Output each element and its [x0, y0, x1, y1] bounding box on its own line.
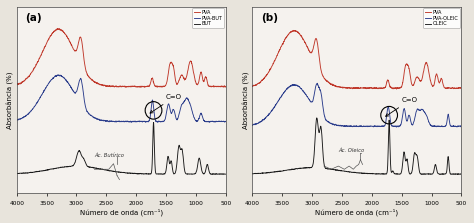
OLEIC — [346, 170, 351, 173]
PVA-OLEIC — [351, 125, 357, 128]
PVA-BUT — [116, 120, 121, 122]
PVA-BUT — [223, 120, 228, 123]
Text: (a): (a) — [25, 12, 42, 23]
BUT — [14, 172, 19, 175]
OLEIC — [414, 154, 420, 157]
Line: PVA: PVA — [252, 30, 461, 89]
PVA — [142, 86, 147, 89]
BUT — [110, 170, 116, 173]
PVA — [458, 87, 464, 89]
PVA — [179, 74, 184, 76]
PVA-BUT — [55, 74, 61, 76]
OLEIC — [453, 173, 458, 176]
OLEIC — [458, 173, 464, 176]
Y-axis label: Absorbância (%): Absorbância (%) — [7, 71, 14, 129]
Text: Ác. Butírico: Ác. Butírico — [94, 153, 124, 157]
BUT — [223, 173, 228, 176]
PVA — [217, 85, 223, 88]
PVA — [414, 76, 420, 78]
PVA — [394, 88, 400, 91]
OLEIC — [453, 173, 458, 175]
Text: C=O: C=O — [386, 97, 418, 116]
OLEIC — [260, 171, 266, 174]
PVA — [116, 85, 121, 88]
PVA — [249, 85, 255, 88]
OLEIC — [314, 117, 319, 119]
PVA-OLEIC — [458, 125, 464, 128]
PVA-OLEIC — [314, 82, 320, 85]
PVA-OLEIC — [453, 125, 458, 128]
BUT — [217, 173, 223, 175]
Line: PVA-OLEIC: PVA-OLEIC — [252, 83, 461, 127]
OLEIC — [437, 173, 443, 176]
PVA-BUT — [217, 120, 223, 123]
X-axis label: Número de onda (cm⁻¹): Número de onda (cm⁻¹) — [80, 209, 163, 216]
PVA-OLEIC — [260, 118, 266, 121]
PVA-BUT — [207, 121, 212, 124]
PVA-OLEIC — [346, 124, 351, 127]
Text: Ác. Oleico: Ác. Oleico — [338, 148, 364, 153]
PVA — [223, 85, 228, 88]
BUT — [179, 148, 184, 151]
PVA — [453, 87, 458, 89]
Legend: PVA, PVA-OLEIC, OLEIC: PVA, PVA-OLEIC, OLEIC — [423, 8, 460, 28]
PVA-BUT — [14, 119, 19, 122]
PVA — [25, 77, 30, 79]
PVA-OLEIC — [393, 126, 399, 128]
PVA — [291, 29, 297, 32]
PVA — [217, 85, 223, 88]
Line: OLEIC: OLEIC — [252, 118, 461, 174]
PVA-BUT — [25, 113, 30, 116]
PVA-OLEIC — [414, 108, 420, 111]
PVA-BUT — [110, 120, 116, 123]
Line: BUT: BUT — [17, 123, 226, 174]
OLEIC — [351, 171, 357, 174]
Y-axis label: Absorbância (%): Absorbância (%) — [243, 71, 249, 129]
PVA — [55, 27, 61, 30]
PVA — [260, 78, 266, 81]
BUT — [116, 171, 121, 173]
PVA — [346, 87, 351, 89]
PVA-OLEIC — [249, 124, 255, 127]
Legend: PVA, PVA-BUT, BUT: PVA, PVA-BUT, BUT — [192, 8, 224, 28]
OLEIC — [249, 172, 255, 175]
PVA-OLEIC — [453, 125, 458, 128]
BUT — [159, 173, 165, 176]
BUT — [25, 171, 30, 174]
PVA — [351, 87, 357, 90]
PVA-BUT — [217, 120, 223, 123]
Text: C=O: C=O — [150, 94, 182, 113]
Line: PVA: PVA — [17, 29, 226, 87]
BUT — [151, 121, 156, 124]
X-axis label: Número de onda (cm⁻¹): Número de onda (cm⁻¹) — [315, 209, 399, 216]
PVA — [14, 84, 19, 87]
PVA-BUT — [179, 103, 184, 106]
PVA — [110, 85, 116, 88]
Text: (b): (b) — [261, 12, 278, 23]
PVA — [453, 87, 458, 90]
BUT — [217, 173, 223, 175]
Line: PVA-BUT: PVA-BUT — [17, 75, 226, 122]
